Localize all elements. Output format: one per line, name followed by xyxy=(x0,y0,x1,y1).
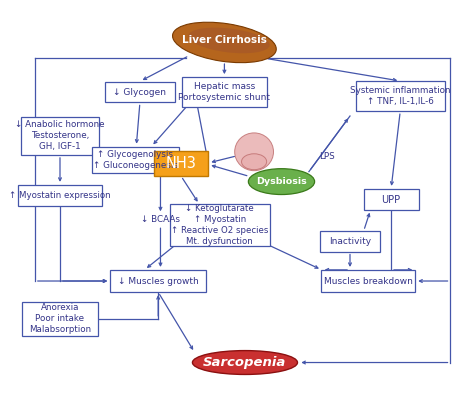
FancyBboxPatch shape xyxy=(92,147,179,173)
FancyBboxPatch shape xyxy=(320,231,380,252)
Ellipse shape xyxy=(192,351,298,374)
Text: LPS: LPS xyxy=(319,152,335,161)
Text: ↑ Myostatin expression: ↑ Myostatin expression xyxy=(9,191,111,200)
FancyBboxPatch shape xyxy=(18,185,102,206)
FancyBboxPatch shape xyxy=(321,270,415,292)
FancyBboxPatch shape xyxy=(170,204,270,246)
FancyBboxPatch shape xyxy=(356,81,445,111)
FancyBboxPatch shape xyxy=(364,189,419,210)
FancyBboxPatch shape xyxy=(110,270,206,292)
Text: Systemic inflammation
↑ TNF, IL-1,IL-6: Systemic inflammation ↑ TNF, IL-1,IL-6 xyxy=(350,86,450,106)
Text: Inactivity: Inactivity xyxy=(329,237,371,246)
Text: NH3: NH3 xyxy=(165,156,196,171)
FancyBboxPatch shape xyxy=(182,77,267,107)
Text: ↓ Glycogen: ↓ Glycogen xyxy=(113,88,166,97)
FancyBboxPatch shape xyxy=(105,82,175,103)
Ellipse shape xyxy=(235,133,273,171)
Text: UPP: UPP xyxy=(382,194,401,205)
Text: Liver Cirrhosis: Liver Cirrhosis xyxy=(182,36,267,45)
Text: ↓ Anabolic hormone
Testosterone,
GH, IGF-1: ↓ Anabolic hormone Testosterone, GH, IGF… xyxy=(15,120,105,152)
Text: ↑ Glycogenolysis
↑ Gluconeogenesis: ↑ Glycogenolysis ↑ Gluconeogenesis xyxy=(93,150,178,170)
FancyBboxPatch shape xyxy=(22,302,98,336)
Text: Hepatic mass
Portosystemic shunt: Hepatic mass Portosystemic shunt xyxy=(178,82,270,102)
Text: ↓ BCAAs: ↓ BCAAs xyxy=(141,215,180,224)
Text: ↓ Muscles growth: ↓ Muscles growth xyxy=(118,277,199,286)
FancyBboxPatch shape xyxy=(21,117,99,155)
Text: Dysbiosis: Dysbiosis xyxy=(256,177,307,186)
Ellipse shape xyxy=(248,169,315,195)
Text: Muscles breakdown: Muscles breakdown xyxy=(324,277,413,286)
Ellipse shape xyxy=(242,154,267,170)
Text: Anorexia
Poor intake
Malabsorption: Anorexia Poor intake Malabsorption xyxy=(29,303,91,334)
FancyBboxPatch shape xyxy=(154,151,209,176)
Ellipse shape xyxy=(188,28,270,53)
Ellipse shape xyxy=(173,22,276,63)
Text: Sarcopenia: Sarcopenia xyxy=(203,356,287,369)
Text: ↓ Ketoglutarate
↑ Myostatin
↑ Reactive O2 species
Mt. dysfunction: ↓ Ketoglutarate ↑ Myostatin ↑ Reactive O… xyxy=(171,204,269,247)
